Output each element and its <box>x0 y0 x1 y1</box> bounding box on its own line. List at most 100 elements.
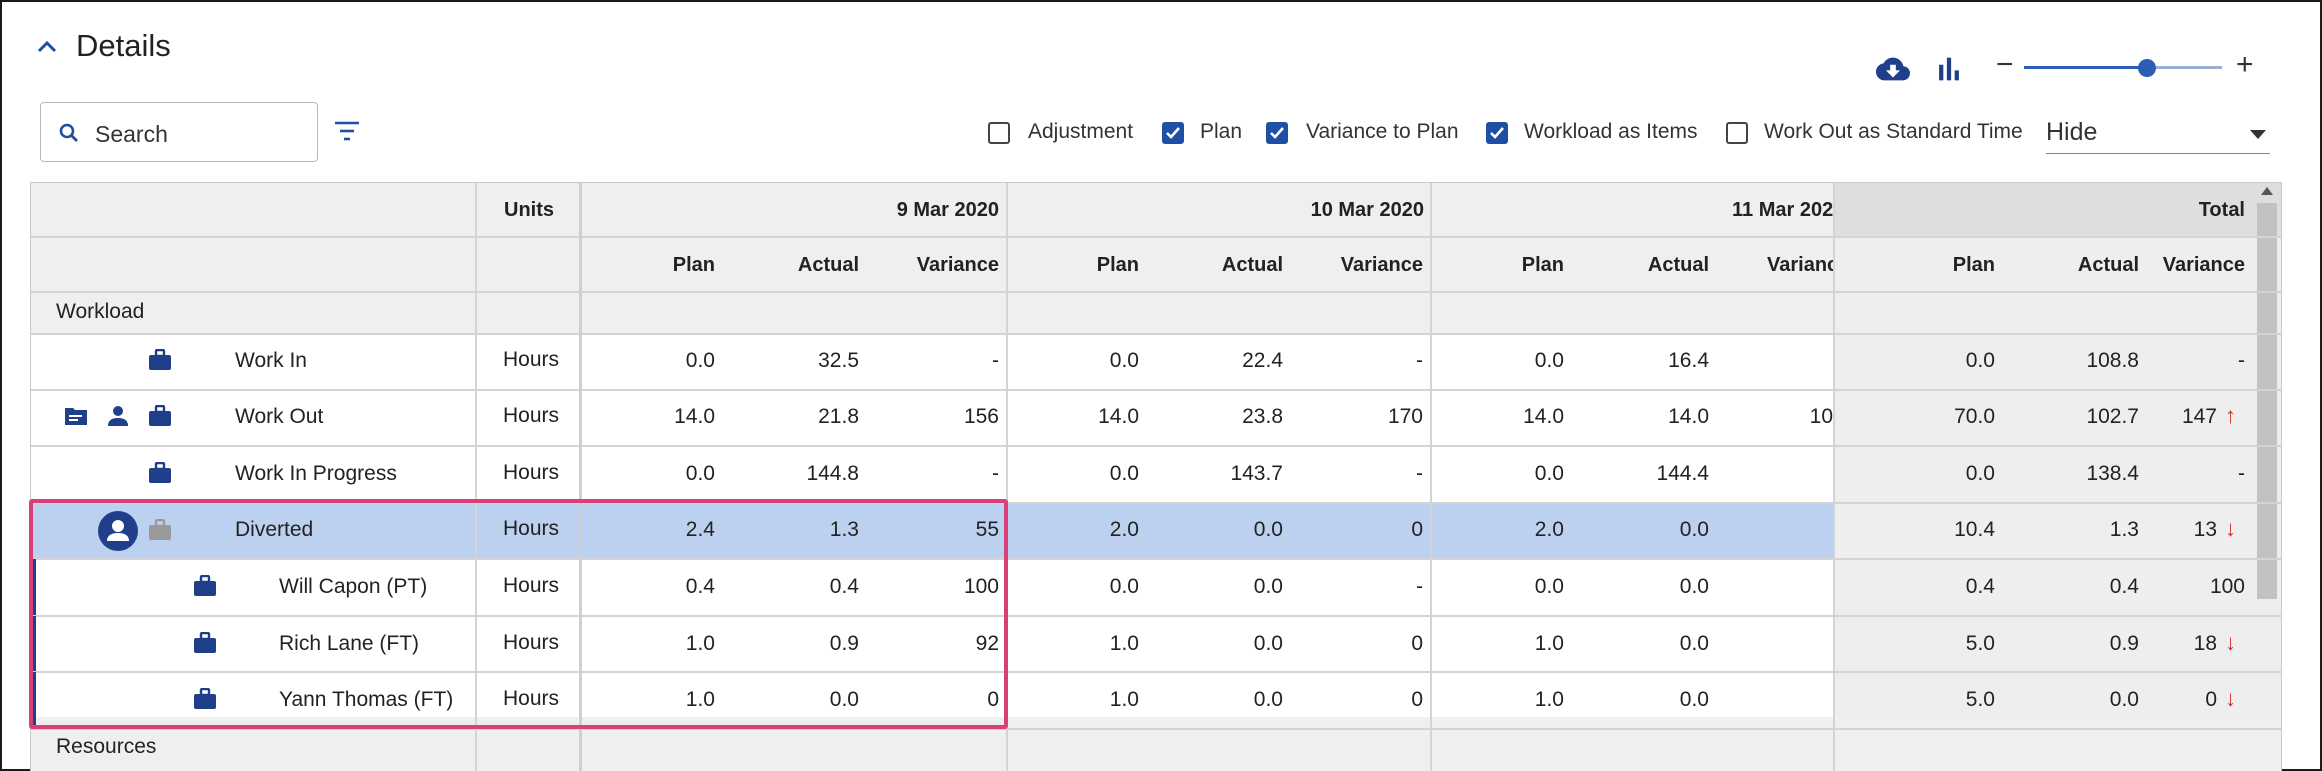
row-name: Work In Progress <box>235 462 397 485</box>
variance-subheader: Variance <box>916 254 999 276</box>
total-value: 13 <box>2193 518 2217 541</box>
row-units: Hours <box>503 348 560 371</box>
total-value: 0.4 <box>2109 575 2139 598</box>
d3-value: 14.0 <box>1668 405 1709 428</box>
date-header-3: 11 Mar 202 <box>1732 199 1833 221</box>
variance-to-plan-label: Variance to Plan <box>1306 120 1459 143</box>
d2-value: 143.7 <box>1230 462 1283 485</box>
briefcase-icon <box>148 462 172 484</box>
d2-value: 170 <box>1387 405 1423 428</box>
row-name: Yann Thomas (FT) <box>279 688 454 711</box>
vertical-scrollbar[interactable] <box>2257 203 2277 599</box>
work-out-standard-time-label: Work Out as Standard Time <box>1764 120 2023 143</box>
row-divider <box>31 291 2281 293</box>
adjustment-checkbox[interactable] <box>988 122 1010 144</box>
d2-value: 14.0 <box>1098 405 1139 428</box>
d3-value: 1.0 <box>1534 688 1564 711</box>
search-input[interactable]: Search <box>40 102 318 162</box>
person-avatar-icon[interactable] <box>98 511 138 551</box>
total-value: 0.0 <box>1965 349 1995 372</box>
table-row[interactable] <box>31 339 32 340</box>
row-units: Hours <box>503 461 560 484</box>
variance-subheader: Variance <box>2162 254 2245 276</box>
section-title: Details <box>76 28 171 63</box>
workload-as-items-checkbox[interactable] <box>1486 122 1508 144</box>
total-value: 0 <box>2205 688 2217 711</box>
d3-value: 0.0 <box>1534 462 1564 485</box>
briefcase-icon <box>148 519 172 541</box>
search-icon <box>57 121 81 145</box>
d3-value: 0.0 <box>1534 575 1564 598</box>
zoom-slider-fill <box>2024 66 2146 69</box>
d2-value: 0.0 <box>1109 575 1139 598</box>
table-row[interactable] <box>31 395 32 396</box>
briefcase-icon <box>193 688 217 710</box>
details-table: Units 9 Mar 2020 10 Mar 2020 11 Mar 202 … <box>30 182 2282 771</box>
zoom-slider-thumb[interactable] <box>2138 59 2156 77</box>
d3-value: 0.0 <box>1679 632 1709 655</box>
actual-subheader: Actual <box>797 254 859 276</box>
row-divider <box>31 445 2281 447</box>
d3-value: 2.0 <box>1534 518 1564 541</box>
arrow-down-icon: ↓ <box>2225 630 2236 655</box>
row-divider <box>31 333 2281 335</box>
d3-value: 1.0 <box>1534 632 1564 655</box>
row-divider <box>31 615 2281 617</box>
d2-value: 0.0 <box>1109 462 1139 485</box>
row-name: Diverted <box>235 518 314 541</box>
d2-value: - <box>1416 575 1423 598</box>
units-header: Units <box>504 199 554 221</box>
total-value: 0.9 <box>2109 632 2139 655</box>
total-value: - <box>2238 349 2245 372</box>
d3-value: 16.4 <box>1668 349 1709 372</box>
row-name: Work Out <box>235 405 324 428</box>
date-header-1: 9 Mar 2020 <box>896 199 999 221</box>
child-row-indicator <box>31 672 36 728</box>
d1-value: 1.0 <box>685 688 715 711</box>
variance-to-plan-checkbox[interactable] <box>1266 122 1288 144</box>
d1-value: 0.0 <box>685 349 715 372</box>
col-divider <box>1430 183 1432 771</box>
d2-value: 0 <box>1411 632 1423 655</box>
bar-chart-icon[interactable] <box>1932 52 1966 86</box>
filter-icon[interactable] <box>332 118 362 144</box>
collapse-chevron-icon[interactable] <box>34 36 60 58</box>
hide-select[interactable]: Hide <box>2046 112 2270 154</box>
selected-row-bg <box>31 503 1834 559</box>
col-divider <box>475 183 477 771</box>
d1-value: 100 <box>963 575 999 598</box>
table-row[interactable] <box>31 452 32 453</box>
cloud-download-icon[interactable] <box>1876 52 1910 86</box>
d1-value: 92 <box>975 632 999 655</box>
total-value: 138.4 <box>2086 462 2139 485</box>
arrow-down-icon: ↓ <box>2225 516 2236 541</box>
d1-value: 0.4 <box>685 575 715 598</box>
zoom-out-button[interactable]: − <box>1996 48 2014 81</box>
total-value: - <box>2238 462 2245 485</box>
d1-value: 1.0 <box>685 632 715 655</box>
total-value: 1.3 <box>2109 518 2139 541</box>
date-header-2: 10 Mar 2020 <box>1310 199 1424 221</box>
plan-label: Plan <box>1200 120 1243 143</box>
d1-value: 0 <box>987 688 999 711</box>
d1-value: 55 <box>975 518 999 541</box>
zoom-in-button[interactable]: + <box>2236 48 2254 81</box>
work-out-standard-time-checkbox[interactable] <box>1726 122 1748 144</box>
plan-checkbox[interactable] <box>1162 122 1184 144</box>
total-column-bg <box>1834 183 2281 771</box>
scroll-up-icon[interactable] <box>2261 187 2273 195</box>
total-value: 10.4 <box>1954 518 1995 541</box>
row-name: Work In <box>235 349 307 372</box>
person-icon[interactable] <box>107 405 129 427</box>
d2-value: 0 <box>1411 518 1423 541</box>
arrow-up-icon: ↑ <box>2225 403 2236 428</box>
total-header: Total <box>2198 199 2245 221</box>
row-name: Will Capon (PT) <box>279 575 428 598</box>
briefcase-icon <box>193 632 217 654</box>
d1-value: 21.8 <box>818 405 859 428</box>
variance-subheader: Varianc <box>1767 254 1833 276</box>
d1-value: 0.9 <box>829 632 859 655</box>
actual-subheader: Actual <box>1647 254 1709 276</box>
document-icon[interactable] <box>64 405 88 427</box>
arrow-down-icon: ↓ <box>2225 686 2236 711</box>
